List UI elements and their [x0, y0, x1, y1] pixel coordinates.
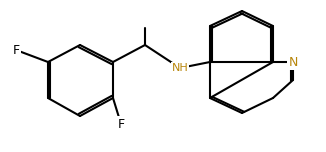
Text: N: N: [288, 55, 298, 69]
Text: F: F: [117, 117, 125, 131]
Text: NH: NH: [171, 63, 188, 73]
Text: F: F: [12, 43, 20, 57]
